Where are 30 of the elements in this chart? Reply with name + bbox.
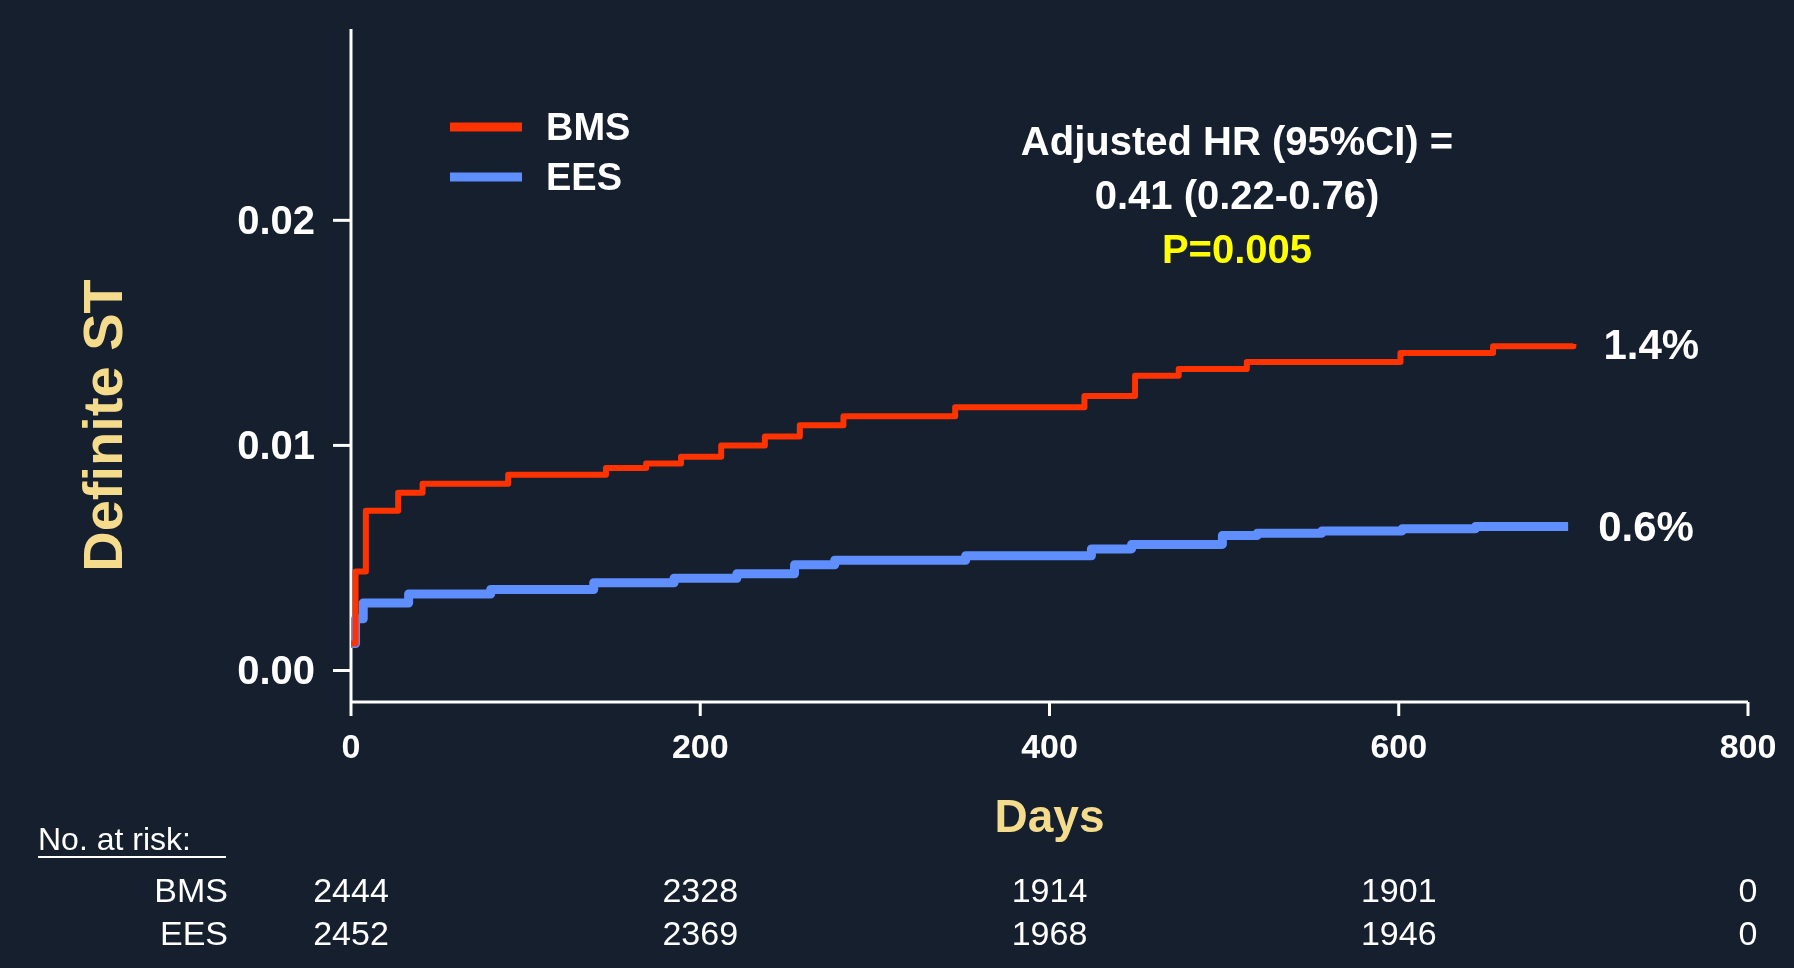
x-tick-label: 200 xyxy=(671,727,729,765)
x-tick-label: 400 xyxy=(1021,727,1078,765)
text: 1901 xyxy=(1360,871,1437,909)
text: No. at risk: xyxy=(38,821,191,857)
y-tick-label: 0.01 xyxy=(237,423,315,468)
text: 0 xyxy=(1738,914,1758,952)
annotation: 1.4% xyxy=(1603,320,1700,368)
x-tick-label: 800 xyxy=(1719,727,1777,765)
x-axis-title: Days xyxy=(994,790,1105,842)
text: BMS xyxy=(154,871,228,909)
annotation: 0.6% xyxy=(1598,503,1694,551)
text: 0 xyxy=(1738,871,1758,909)
y-tick-label: 0.02 xyxy=(237,198,315,243)
text: 2328 xyxy=(662,871,739,909)
legend-label: BMS xyxy=(546,106,631,149)
x-tick-label: 0 xyxy=(341,727,361,765)
annotation: P=0.005 xyxy=(1161,227,1313,271)
legend-label: EES xyxy=(546,156,623,199)
text: EES xyxy=(159,914,228,952)
y-axis-title: Definite ST xyxy=(71,279,134,572)
text: 1968 xyxy=(1011,914,1088,952)
annotation: Adjusted HR (95%CI) = xyxy=(1020,119,1454,163)
text: 1946 xyxy=(1360,914,1437,952)
text: 2369 xyxy=(662,914,739,952)
y-tick-label: 0.00 xyxy=(237,648,315,693)
x-tick-label: 600 xyxy=(1370,727,1428,765)
text: 2452 xyxy=(313,914,389,952)
text: 1914 xyxy=(1011,871,1088,909)
annotation: 0.41 (0.22-0.76) xyxy=(1094,173,1380,217)
text: 2444 xyxy=(313,871,389,909)
